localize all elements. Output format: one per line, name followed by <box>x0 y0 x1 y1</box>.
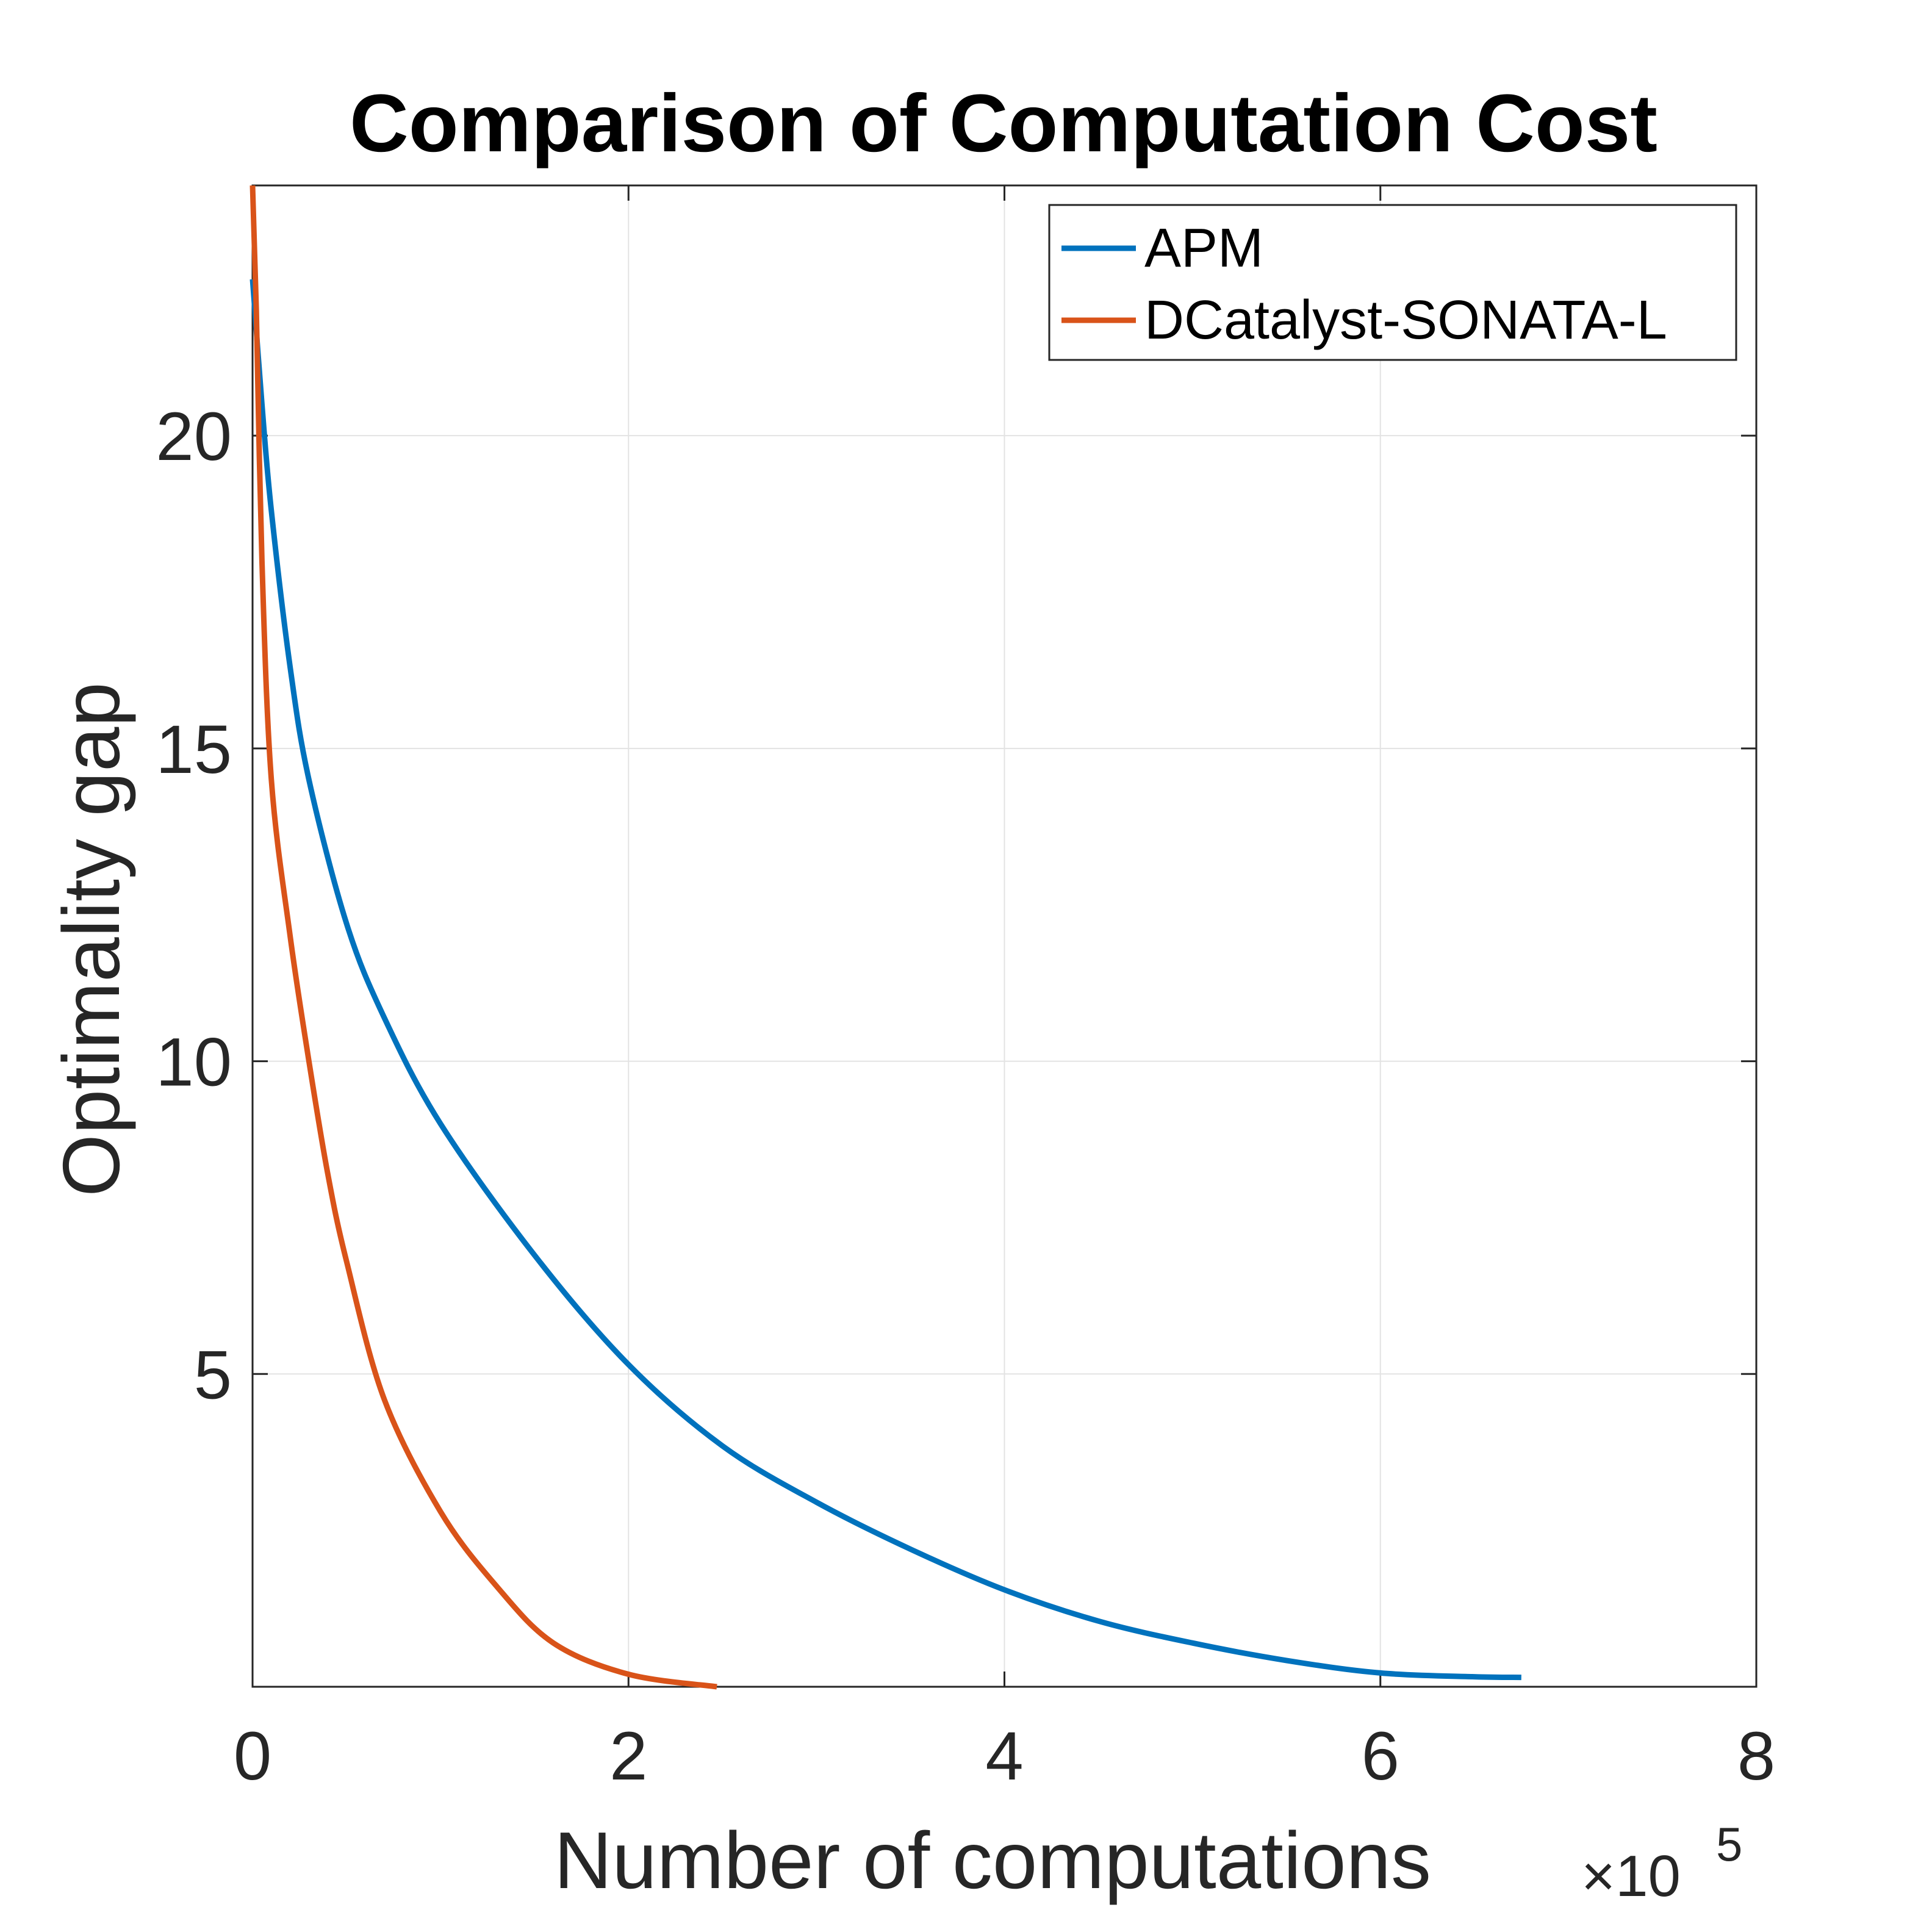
x-tick-label: 4 <box>985 1718 1023 1794</box>
series-line-dcatalyst-sonata-l <box>250 185 717 1690</box>
x-tick-label: 6 <box>1362 1718 1399 1794</box>
legend-box <box>1048 204 1737 361</box>
legend: APM DCatalyst-SONATA-L <box>1048 204 1737 361</box>
series-lines <box>250 185 1521 1690</box>
legend-label-dcatalyst-sonata-l: DCatalyst-SONATA-L <box>1144 290 1667 351</box>
legend-label-apm: APM <box>1144 218 1263 279</box>
x-tick-label: 2 <box>609 1718 647 1794</box>
tick-labels: 0 2 4 6 8 5 10 15 20 <box>156 398 1775 1794</box>
x-tick-label: 0 <box>234 1718 271 1794</box>
y-tick-label: 15 <box>156 711 232 788</box>
x-exponent-base: ×10 <box>1581 1844 1681 1909</box>
y-tick-label: 10 <box>156 1024 232 1101</box>
grid-lines <box>253 185 1756 1687</box>
x-tick-label: 8 <box>1737 1718 1775 1794</box>
chart-title: Comparison of Computation Cost <box>350 78 1657 169</box>
y-tick-label: 20 <box>156 398 232 475</box>
y-axis-label: Optimality gap <box>46 682 136 1197</box>
series-line-apm <box>250 279 1521 1681</box>
x-exponent-power: 5 <box>1716 1817 1742 1871</box>
x-axis-label: Number of computations <box>554 1815 1431 1905</box>
y-tick-label: 5 <box>194 1337 232 1413</box>
x-axis-exponent: ×10 5 <box>1581 1817 1742 1909</box>
tick-marks <box>251 185 1758 1687</box>
